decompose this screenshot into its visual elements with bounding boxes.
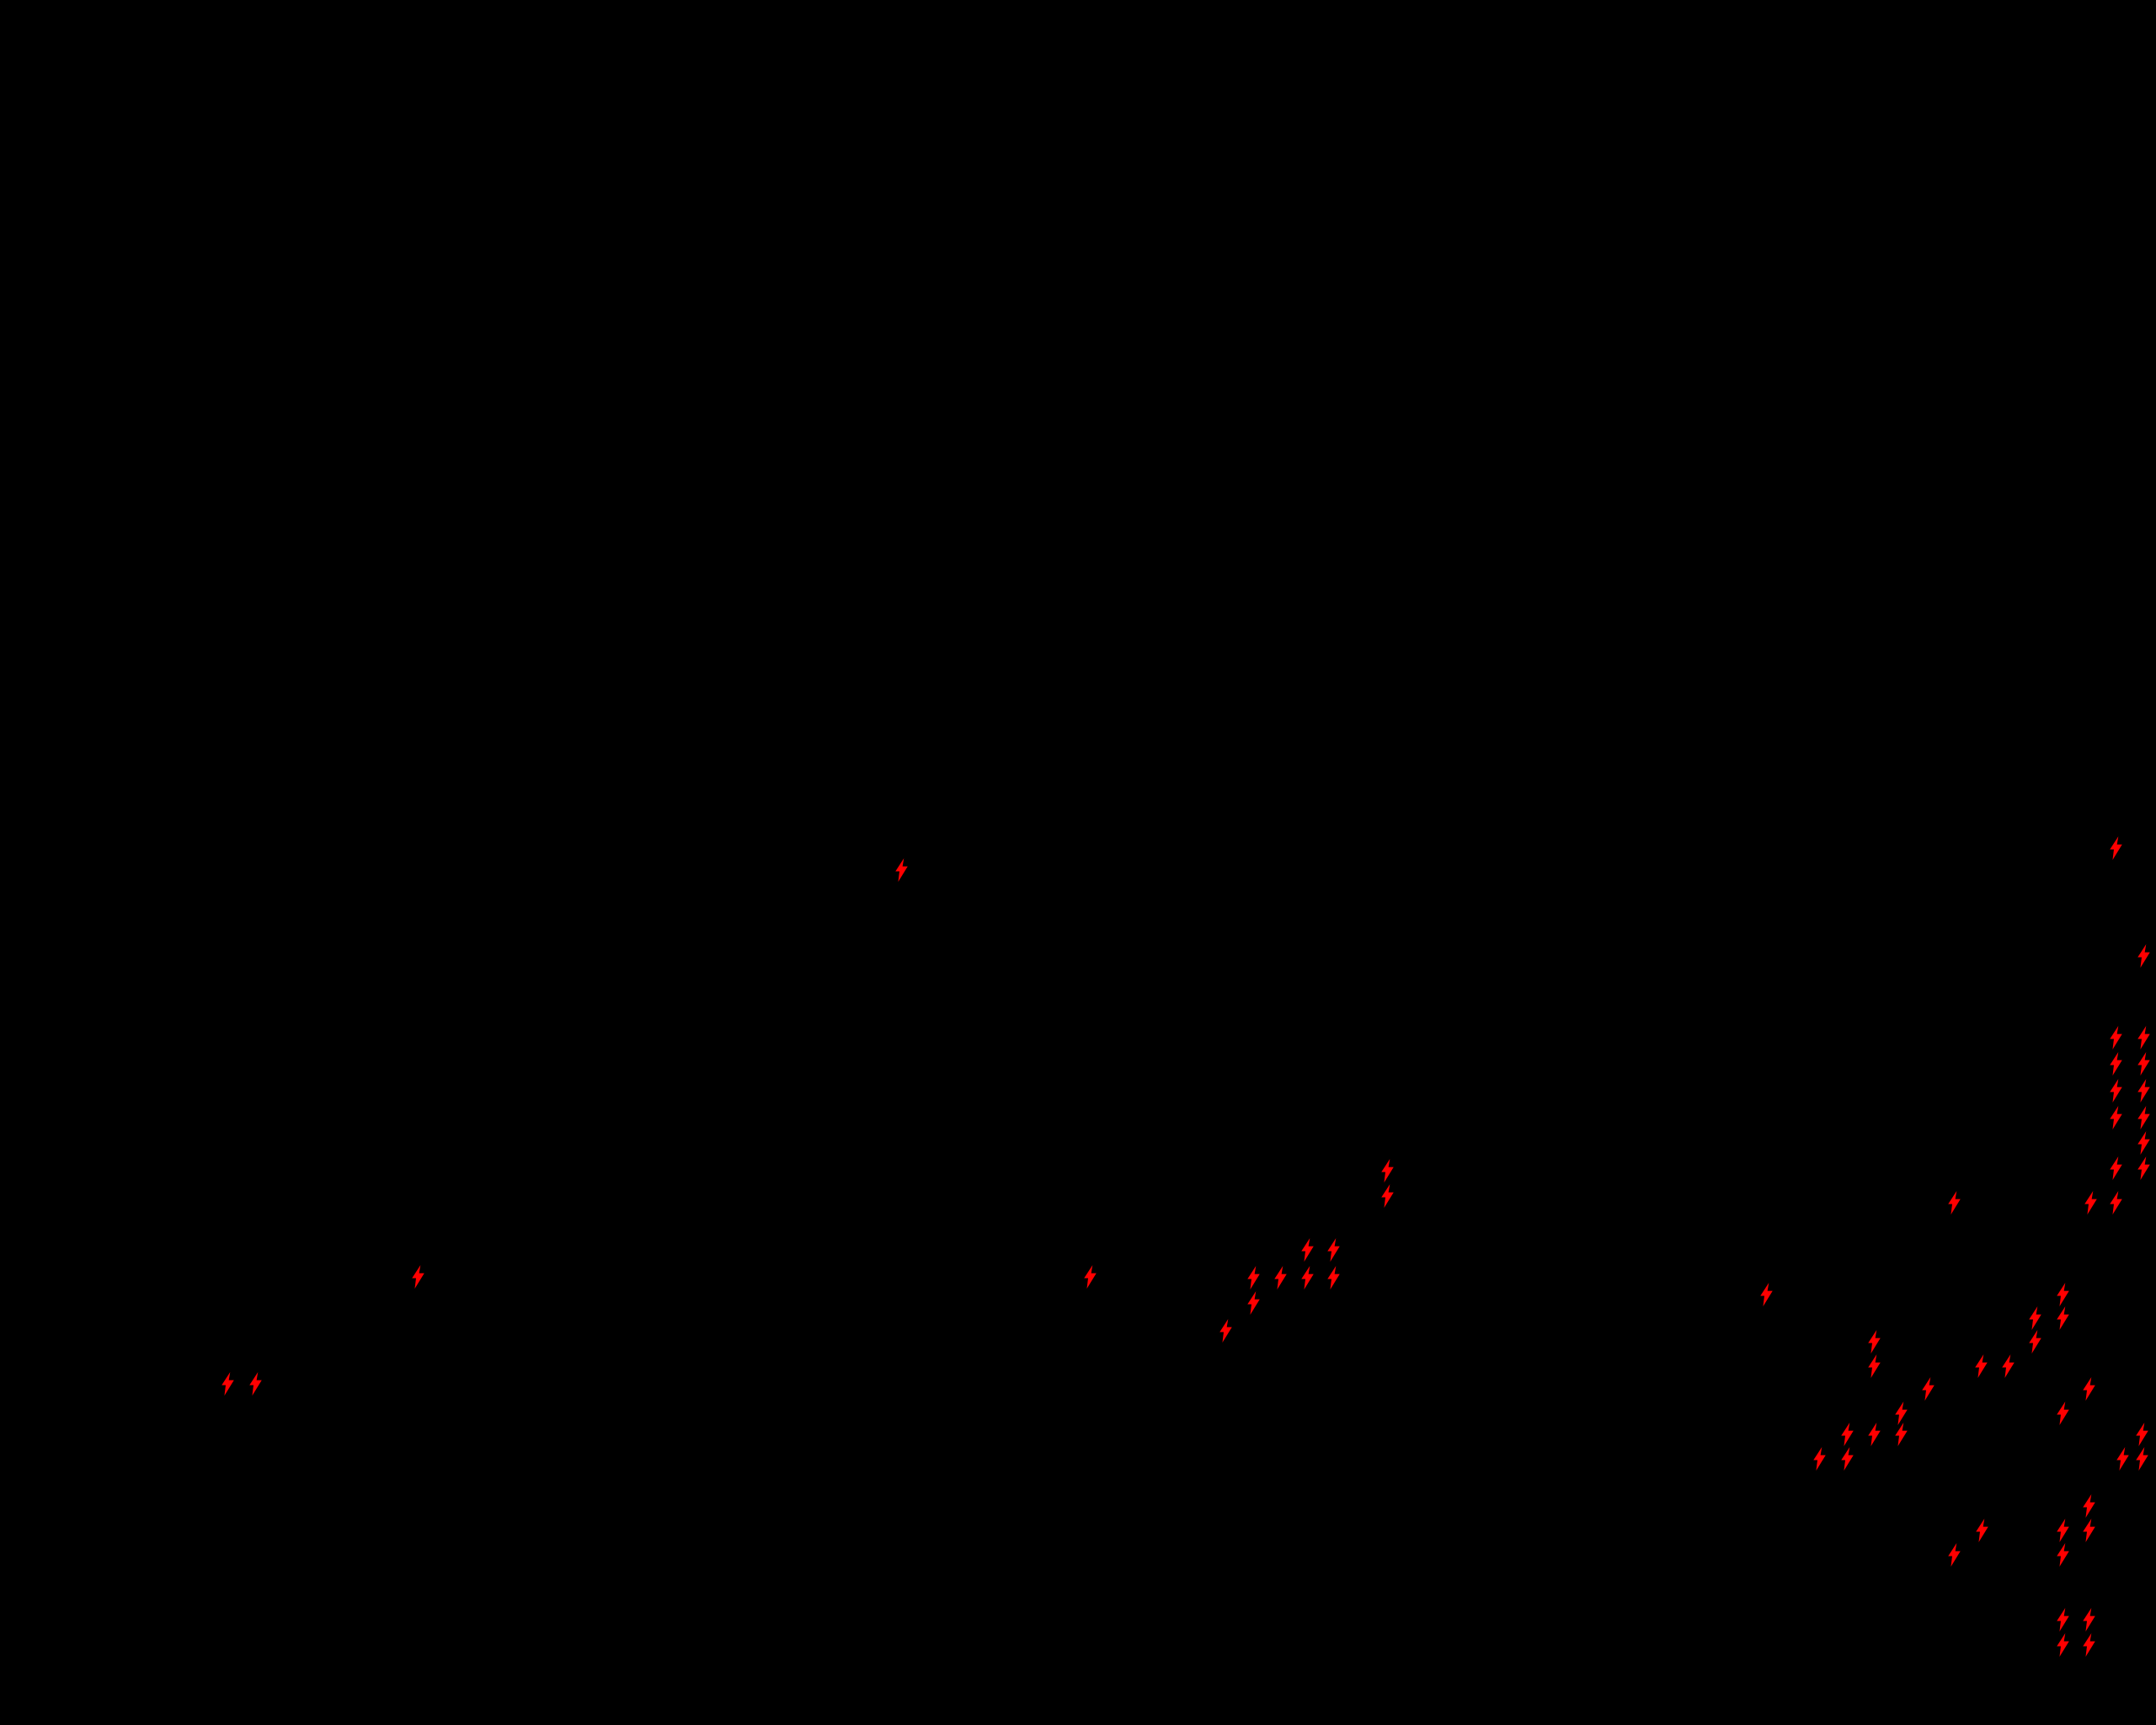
lightning-bolt-icon — [2116, 1447, 2129, 1471]
lightning-bolt-icon — [2084, 1191, 2097, 1215]
lightning-bolt-icon — [1273, 1266, 1287, 1290]
lightning-bolt-icon — [1326, 1238, 1340, 1262]
lightning-bolt-icon — [1219, 1319, 1232, 1343]
lightning-bolt-icon — [1812, 1447, 1826, 1471]
lightning-bolt-icon — [2082, 1494, 2095, 1518]
lightning-bolt-icon — [2109, 1052, 2122, 1076]
lightning-bolt-icon — [1947, 1191, 1961, 1215]
lightning-bolt-icon — [2137, 1156, 2150, 1180]
lightning-bolt-icon — [2135, 1447, 2148, 1471]
lightning-bolt-icon — [2109, 1026, 2122, 1049]
lightning-bolt-icon — [2082, 1608, 2095, 1632]
lightning-bolt-icon — [2137, 1026, 2150, 1049]
lightning-bolt-icon — [2056, 1608, 2069, 1632]
lightning-bolt-icon — [2056, 1283, 2069, 1306]
lightning-bolt-icon — [894, 858, 908, 882]
lightning-bolt-icon — [2082, 1633, 2095, 1657]
lightning-bolt-icon — [1867, 1354, 1881, 1378]
lightning-bolt-icon — [248, 1372, 262, 1396]
lightning-bolt-icon — [2082, 1519, 2095, 1542]
lightning-bolt-icon — [1380, 1184, 1394, 1208]
lightning-bolt-icon — [2109, 1079, 2122, 1103]
lightning-bolt-icon — [2056, 1402, 2069, 1425]
lightning-bolt-icon — [411, 1265, 424, 1289]
lightning-bolt-icon — [2056, 1543, 2069, 1567]
lightning-bolt-icon — [1947, 1543, 1961, 1567]
lightning-bolt-icon — [2137, 1131, 2150, 1155]
lightning-bolt-icon — [1759, 1283, 1773, 1306]
lightning-bolt-icon — [221, 1372, 234, 1396]
lightning-bolt-icon — [2109, 836, 2122, 860]
lightning-bolt-icon — [1867, 1423, 1881, 1446]
lightning-bolt-icon — [1300, 1238, 1314, 1262]
lightning-bolt-icon — [2056, 1633, 2069, 1657]
lightning-bolt-icon — [1246, 1266, 1260, 1290]
lightning-bolt-icon — [2109, 1106, 2122, 1130]
lightning-bolt-icon — [1867, 1330, 1881, 1354]
lightning-bolt-icon — [2056, 1519, 2069, 1542]
lightning-bolt-icon — [2109, 1191, 2122, 1215]
lightning-bolt-icon — [1840, 1447, 1854, 1471]
lightning-bolt-icon — [2082, 1377, 2095, 1401]
lightning-bolt-icon — [2056, 1306, 2069, 1330]
lightning-bolt-icon — [1300, 1266, 1314, 1290]
lightning-bolt-icon — [2109, 1156, 2122, 1180]
lightning-bolt-icon — [2001, 1354, 2015, 1378]
lightning-bolt-icon — [1326, 1266, 1340, 1290]
lightning-bolt-icon — [1083, 1265, 1097, 1289]
lightning-bolt-icon — [2137, 1052, 2150, 1076]
lightning-bolt-icon — [2137, 1079, 2150, 1103]
lightning-bolt-icon — [1921, 1377, 1935, 1401]
lightning-bolt-icon — [1894, 1423, 1908, 1446]
lightning-bolt-icon — [1975, 1519, 1988, 1542]
lightning-bolt-icon — [2028, 1306, 2041, 1330]
lightning-bolt-icon — [2137, 944, 2150, 968]
lightning-bolt-icon — [2135, 1423, 2148, 1446]
lightning-bolt-icon — [1840, 1423, 1854, 1446]
lightning-bolt-icon — [1246, 1291, 1260, 1315]
lightning-bolt-icon — [2028, 1330, 2041, 1354]
lightning-bolt-icon — [2137, 1106, 2150, 1130]
lightning-bolt-icon — [1894, 1402, 1908, 1425]
lightning-bolt-icon — [1974, 1354, 1988, 1378]
lightning-bolt-icon — [1380, 1159, 1394, 1183]
